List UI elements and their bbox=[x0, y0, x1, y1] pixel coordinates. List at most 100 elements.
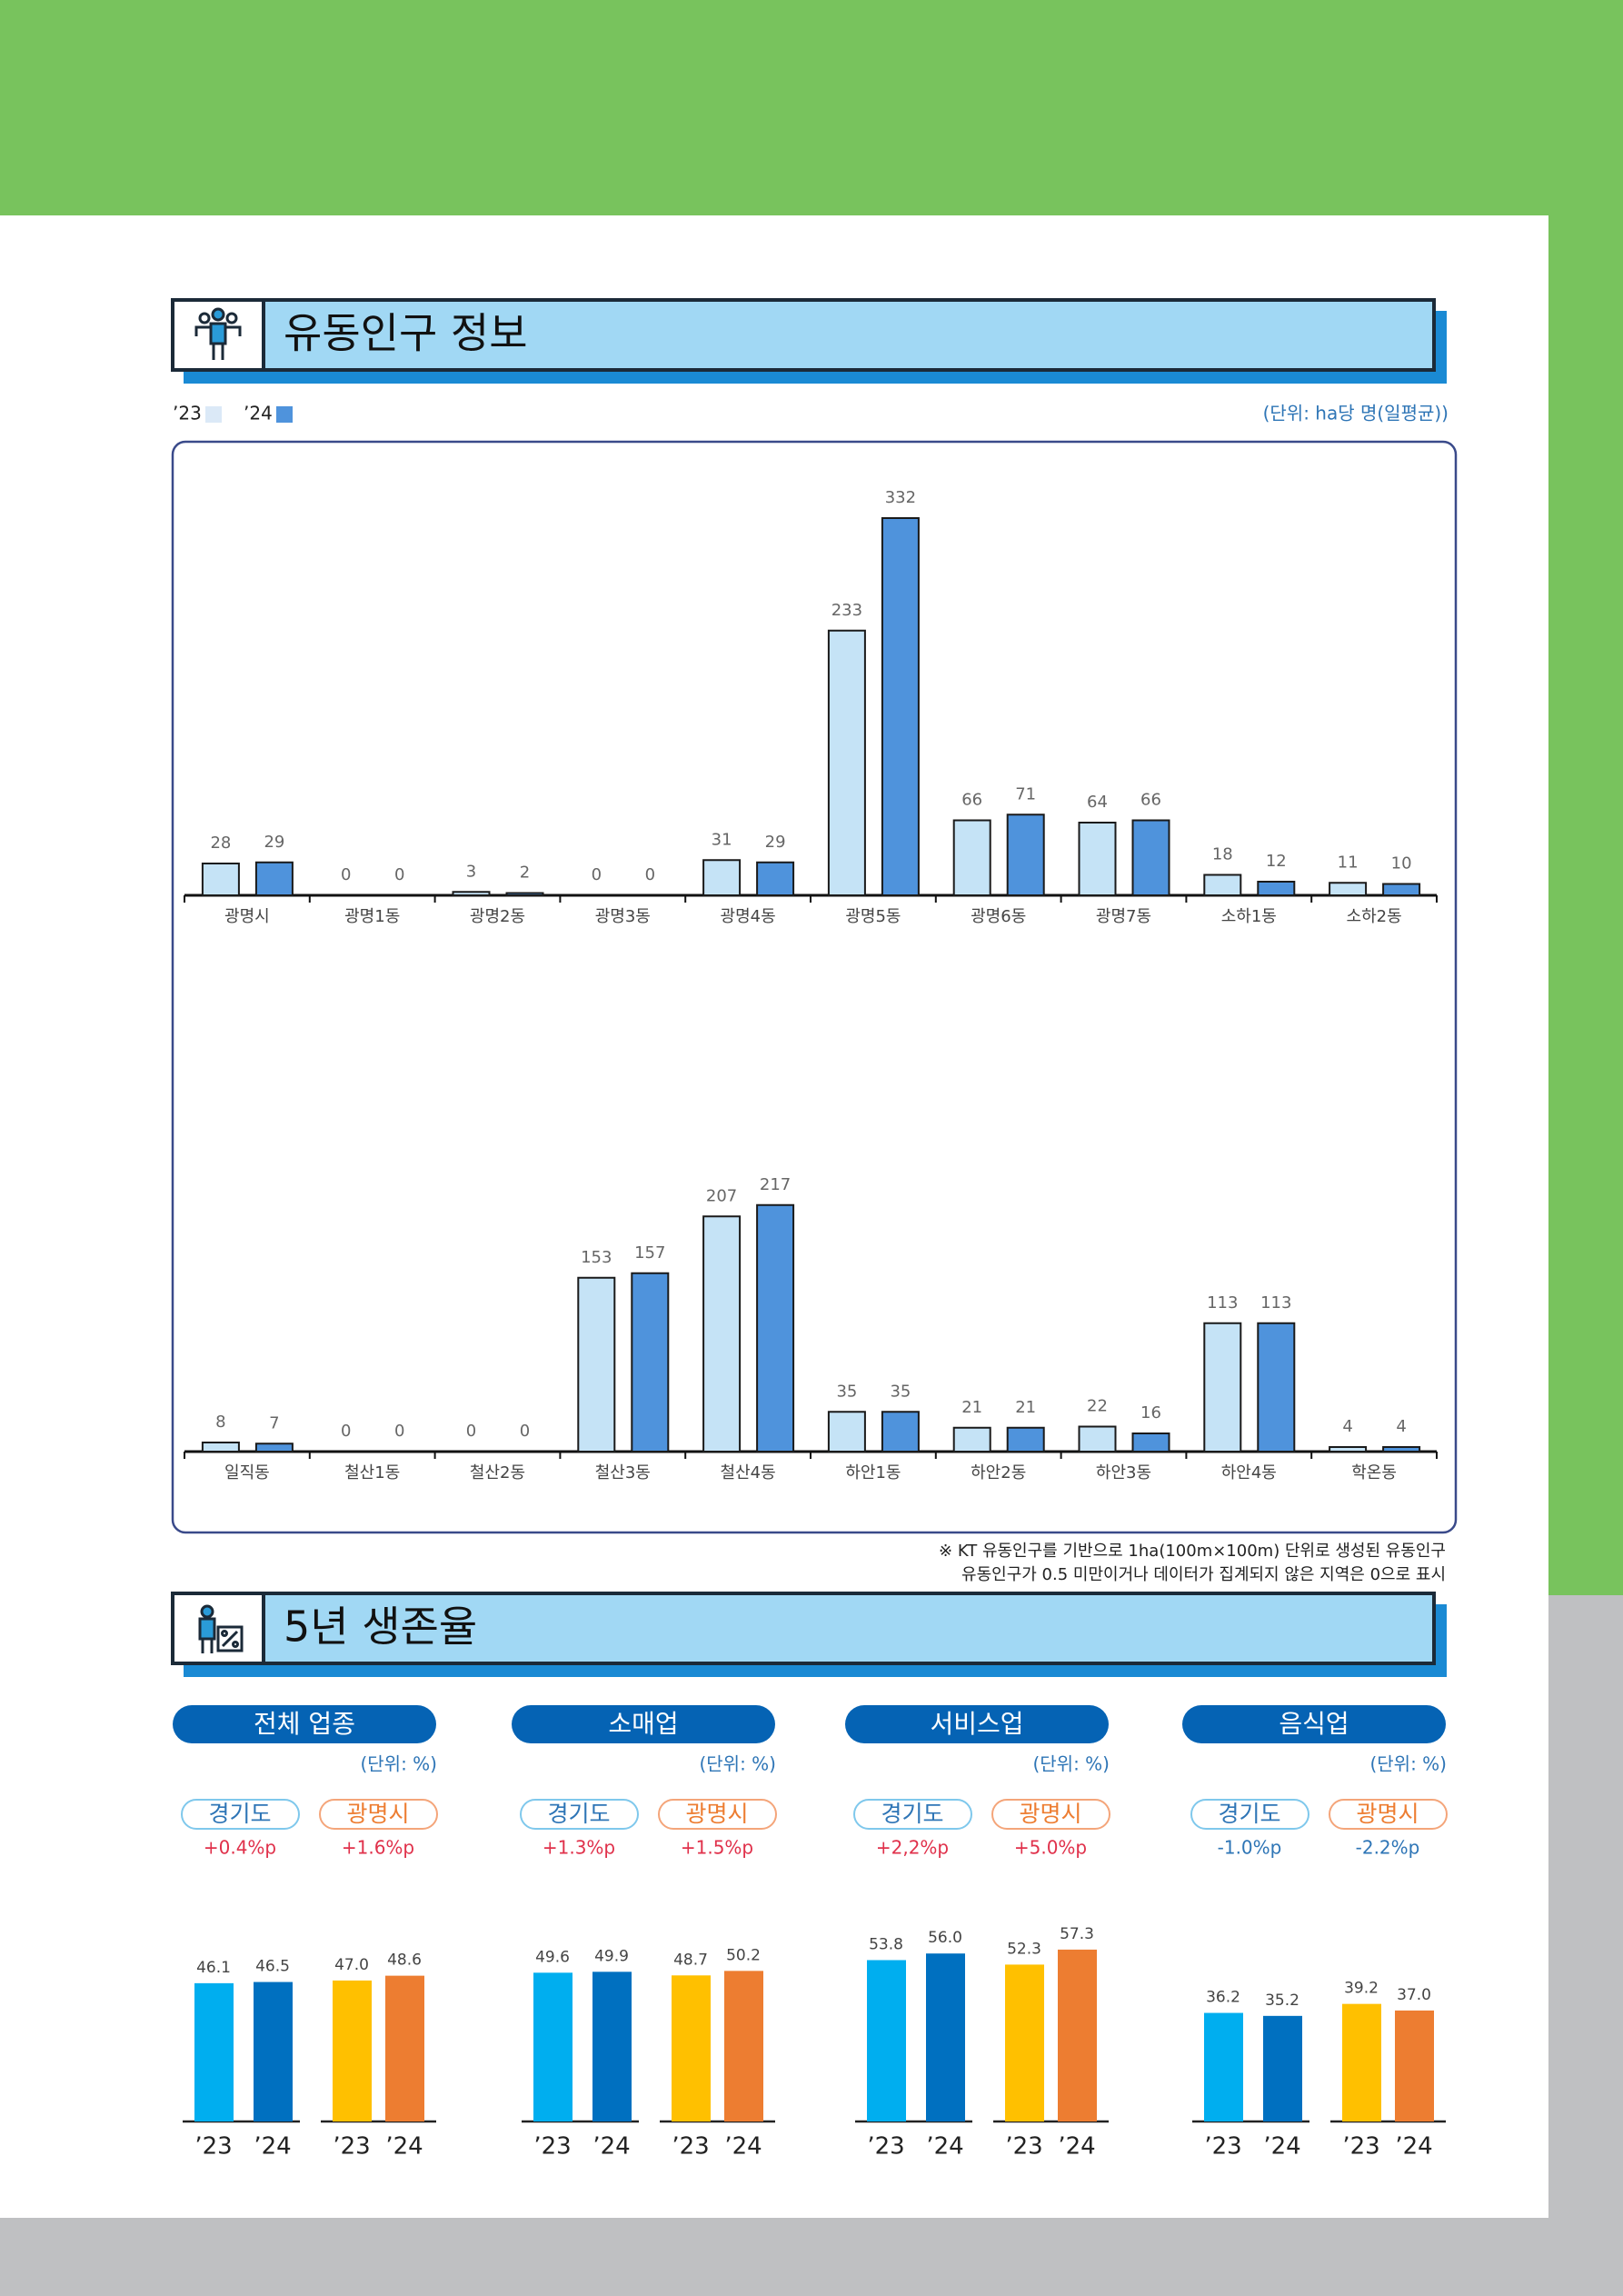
bar bbox=[533, 1972, 573, 2121]
category-label: 철산1동 bbox=[344, 1463, 400, 1482]
bar bbox=[254, 1982, 293, 2121]
group-title-pill bbox=[173, 1705, 436, 1743]
value-label: 37.0 bbox=[1397, 1986, 1431, 2004]
x-label: ’24 bbox=[1395, 2133, 1432, 2161]
bar bbox=[1382, 1446, 1421, 1452]
survival-icon bbox=[198, 1604, 244, 1653]
bar bbox=[1257, 1322, 1296, 1452]
value-label: 66 bbox=[961, 791, 982, 810]
value-label: 11 bbox=[1338, 853, 1359, 872]
value-label: 3 bbox=[466, 862, 476, 881]
region-name: 광명시 bbox=[1356, 1801, 1419, 1827]
value-label: 0 bbox=[645, 865, 655, 884]
value-label: 0 bbox=[394, 865, 404, 884]
value-label: 217 bbox=[760, 1175, 791, 1194]
value-label: 2 bbox=[520, 863, 530, 883]
bar bbox=[631, 1272, 670, 1452]
unit-label: (단위: ha당 명(일평균)) bbox=[1263, 403, 1449, 424]
category-label: 하안3동 bbox=[1096, 1463, 1151, 1482]
category-label: 학온동 bbox=[1351, 1463, 1397, 1482]
group-title-pill bbox=[512, 1705, 775, 1743]
change-label: +5.0%p bbox=[1014, 1837, 1087, 1859]
value-label: 64 bbox=[1087, 793, 1108, 812]
bar bbox=[867, 1960, 906, 2121]
value-label: 0 bbox=[520, 1422, 530, 1441]
value-label: 36.2 bbox=[1206, 1989, 1240, 2007]
bar bbox=[1329, 882, 1368, 896]
bar bbox=[1329, 1446, 1368, 1452]
legend-label: ’24 bbox=[244, 403, 273, 424]
header-title: 5년 생존율 bbox=[284, 1602, 477, 1652]
category-label: 철산2동 bbox=[470, 1463, 525, 1482]
category-label: 소하1동 bbox=[1221, 907, 1277, 926]
bar bbox=[672, 1975, 711, 2121]
bar bbox=[1006, 1426, 1045, 1452]
value-label: 0 bbox=[341, 865, 351, 884]
change-label: +0.4%p bbox=[204, 1837, 276, 1859]
bar bbox=[827, 1411, 866, 1452]
group-title-pill bbox=[845, 1705, 1109, 1743]
x-label: ’24 bbox=[926, 2133, 963, 2161]
value-label: 0 bbox=[592, 865, 602, 884]
category-label: 광명5동 bbox=[845, 907, 901, 926]
region-pill bbox=[181, 1799, 300, 1830]
unit-label: (단위: %) bbox=[1369, 1753, 1447, 1775]
group-title: 전체 업종 bbox=[254, 1709, 355, 1739]
legend-swatch bbox=[276, 406, 293, 423]
legend-swatch bbox=[205, 406, 222, 423]
region-name: 경기도 bbox=[208, 1801, 271, 1827]
bar bbox=[385, 1975, 424, 2121]
x-label: ’24 bbox=[254, 2133, 291, 2161]
bar bbox=[1342, 2003, 1381, 2121]
change-label: -1.0%p bbox=[1218, 1837, 1282, 1859]
unit-label: (단위: %) bbox=[1032, 1753, 1110, 1775]
value-label: 233 bbox=[831, 601, 862, 620]
value-label: 153 bbox=[581, 1248, 612, 1267]
region-name: 광명시 bbox=[685, 1801, 748, 1827]
region-pill bbox=[658, 1799, 777, 1830]
x-label: ’24 bbox=[385, 2133, 423, 2161]
x-label: ’23 bbox=[672, 2133, 709, 2161]
bar bbox=[952, 1426, 991, 1452]
bar bbox=[1204, 2012, 1243, 2121]
value-label: 47.0 bbox=[334, 1956, 369, 1974]
bar bbox=[756, 861, 795, 896]
value-label: 57.3 bbox=[1060, 1925, 1094, 1943]
change-label: -2.2%p bbox=[1356, 1837, 1420, 1859]
bar bbox=[1395, 2010, 1434, 2121]
value-label: 49.9 bbox=[594, 1947, 629, 1965]
value-label: 7 bbox=[269, 1413, 279, 1433]
header-title: 유동인구 정보 bbox=[284, 309, 528, 358]
value-label: 0 bbox=[466, 1422, 476, 1441]
change-label: +1.5%p bbox=[681, 1837, 753, 1859]
value-label: 35.2 bbox=[1265, 1992, 1299, 2010]
unit-label: (단위: %) bbox=[699, 1753, 776, 1775]
value-label: 0 bbox=[341, 1422, 351, 1441]
category-label: 광명3동 bbox=[595, 907, 651, 926]
category-label: 광명6동 bbox=[971, 907, 1026, 926]
bar bbox=[724, 1971, 763, 2121]
value-label: 46.5 bbox=[255, 1958, 290, 1976]
value-label: 48.6 bbox=[387, 1952, 422, 1970]
region-pill bbox=[991, 1799, 1110, 1830]
value-label: 0 bbox=[394, 1422, 404, 1441]
region-pill bbox=[853, 1799, 972, 1830]
bar bbox=[1131, 819, 1170, 896]
group-title: 서비스업 bbox=[930, 1709, 1023, 1739]
note: 유동인구가 0.5 미만이거나 데이터가 집계되지 않은 지역은 0으로 표시 bbox=[961, 1565, 1446, 1584]
unit-label: (단위: %) bbox=[360, 1753, 437, 1775]
category-label: 일직동 bbox=[224, 1463, 270, 1482]
category-label: 하안1동 bbox=[845, 1463, 901, 1482]
value-label: 157 bbox=[634, 1243, 665, 1263]
value-label: 71 bbox=[1015, 784, 1036, 804]
value-label: 207 bbox=[706, 1186, 737, 1205]
category-label: 광명1동 bbox=[344, 907, 400, 926]
value-label: 28 bbox=[210, 834, 231, 853]
bar bbox=[952, 819, 991, 896]
x-label: ’24 bbox=[1058, 2133, 1095, 2161]
header-box bbox=[171, 1592, 1436, 1665]
bar bbox=[756, 1203, 795, 1452]
bar bbox=[926, 1953, 965, 2121]
x-label: ’23 bbox=[194, 2133, 232, 2161]
